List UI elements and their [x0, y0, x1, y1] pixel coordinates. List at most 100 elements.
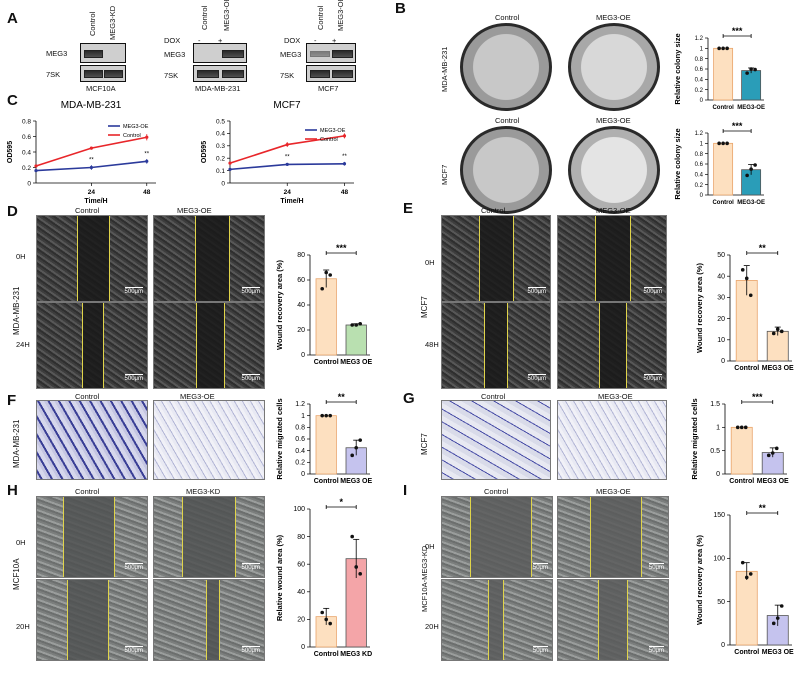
- panel-letter-d: D: [7, 203, 18, 220]
- data-point: [89, 146, 93, 150]
- y-tick-label: 0.6: [695, 67, 704, 73]
- data-point: [779, 329, 784, 334]
- e-cell-label: MCF7: [420, 296, 429, 318]
- y-axis-label: OD595: [7, 141, 14, 163]
- x-tick-label: MEG3-OE: [737, 200, 765, 206]
- panel-letter-b: B: [395, 0, 406, 17]
- scale-bar: 500μm: [527, 287, 546, 295]
- data-point: [354, 565, 359, 569]
- transwell-image: [557, 400, 667, 480]
- data-point: [228, 161, 232, 165]
- legend-label: MEG3-OE: [320, 128, 346, 134]
- data-point: [228, 167, 232, 171]
- scale-bar: 500μm: [124, 287, 143, 295]
- wound-gap: [196, 303, 225, 388]
- wound-gap: [77, 216, 110, 301]
- blot3-band: [332, 70, 353, 78]
- panel-letter-f: F: [7, 392, 17, 409]
- data-point: [350, 453, 355, 458]
- wound-gap: [82, 303, 104, 388]
- bar-charts: 0 0.2 0.4 0.6 0.8 1 1.2 Relative colony size Con…: [275, 26, 794, 658]
- blot2-row1-label: MEG3: [164, 50, 186, 59]
- x-tick-label: MEG3 OE: [762, 649, 794, 656]
- b-col-control: Control: [495, 13, 520, 22]
- y-tick-label: 80: [297, 534, 305, 541]
- y-tick-label: 0.1: [216, 168, 225, 175]
- data-point: [744, 276, 749, 281]
- wound-image: 500μm: [36, 579, 148, 661]
- y-tick-label: 0: [301, 644, 305, 651]
- data-point: [285, 162, 289, 166]
- x-tick-label: Control: [314, 478, 339, 485]
- y-axis-label: Wound recovery area (%): [695, 535, 704, 625]
- blot1-caption: MCF10A: [86, 84, 116, 93]
- data-point: [753, 67, 757, 72]
- y-tick-label: 1.2: [295, 401, 305, 408]
- scale-bar: 500μm: [643, 374, 662, 382]
- x-tick-label: 48: [341, 189, 349, 196]
- scale-bar: 500μm: [241, 563, 260, 571]
- wound-image: 500μm: [36, 302, 148, 389]
- g-col-oe: MEG3-OE: [598, 392, 633, 401]
- y-tick-label: 0.5: [710, 448, 720, 455]
- y-tick-label: 0.4: [295, 448, 305, 455]
- e-row2-label: 48H: [425, 340, 439, 349]
- bar-chart-b-bottom: 0 0.2 0.4 0.6 0.8 1 1.2 Relative colony size Con…: [673, 121, 765, 206]
- i-row1-label: 0H: [425, 542, 435, 551]
- blot1-band: [84, 50, 103, 58]
- wound-gap: [598, 580, 628, 660]
- data-point: [320, 610, 325, 615]
- wound-gap: [67, 580, 109, 660]
- y-tick-label: 0: [716, 471, 720, 478]
- y-tick-label: 0: [301, 352, 305, 359]
- scale-bar: 500μm: [124, 374, 143, 382]
- data-point: [744, 575, 749, 580]
- x-tick-label: Control: [712, 200, 734, 206]
- data-point: [739, 425, 744, 430]
- wound-gap: [484, 303, 508, 388]
- data-point: [721, 46, 725, 51]
- significance-label: ***: [732, 121, 743, 131]
- h-col-control: Control: [75, 487, 100, 496]
- blot3-band: [332, 50, 353, 58]
- bar-chart-d: 0 20 40 60 80 Wound recovery area (%) Control M…: [275, 243, 372, 366]
- g-col-control: Control: [481, 392, 506, 401]
- data-point: [89, 165, 93, 170]
- wound-gap: [479, 216, 514, 301]
- bar-chart-e: 0 10 20 30 40 50 Wound recovery area (%) Contro…: [695, 243, 794, 372]
- data-point: [350, 534, 355, 539]
- bar-chart-g: 0 0.5 1 1.5 Relative migrated cells Control ME…: [690, 392, 789, 485]
- data-point: [34, 169, 38, 173]
- blot2-band: [222, 50, 244, 58]
- significance-label: ***: [732, 26, 743, 36]
- data-point: [748, 572, 753, 576]
- data-point: [771, 331, 776, 336]
- blot3-minus: -: [314, 36, 317, 45]
- scale-bar: 500μm: [124, 563, 143, 571]
- scale-bar: 500μm: [527, 374, 546, 382]
- panel-letter-h: H: [7, 482, 18, 499]
- y-tick-label: 40: [717, 273, 725, 280]
- y-tick-label: 0: [700, 98, 704, 104]
- data-point: [358, 438, 363, 442]
- d-row2-label: 24H: [16, 340, 30, 349]
- b-col-oe-2: MEG3-OE: [596, 116, 631, 125]
- y-tick-label: 60: [297, 277, 305, 284]
- x-tick-label: Control: [314, 359, 339, 366]
- y-tick-label: 1.2: [695, 36, 704, 42]
- y-tick-label: 20: [717, 316, 725, 323]
- transwell-image: [153, 400, 265, 480]
- data-point: [725, 141, 729, 146]
- legend-label: Control: [123, 133, 141, 139]
- y-tick-label: 10: [717, 337, 725, 344]
- y-axis-label: Relative wound area (%): [275, 534, 284, 621]
- y-tick-label: 0.8: [695, 152, 704, 158]
- i-col-oe: MEG3-OE: [596, 487, 631, 496]
- significance-label: **: [89, 158, 94, 164]
- wound-gap: [599, 303, 627, 388]
- y-axis-label: Wound recovery area (%): [695, 263, 704, 353]
- y-axis-label: Wound recovery area (%): [275, 260, 284, 350]
- y-tick-label: 50: [717, 599, 725, 606]
- bar-chart-b-top: 0 0.2 0.4 0.6 0.8 1 1.2 Relative colony size Con…: [673, 26, 765, 111]
- blot3-plus: +: [332, 36, 337, 45]
